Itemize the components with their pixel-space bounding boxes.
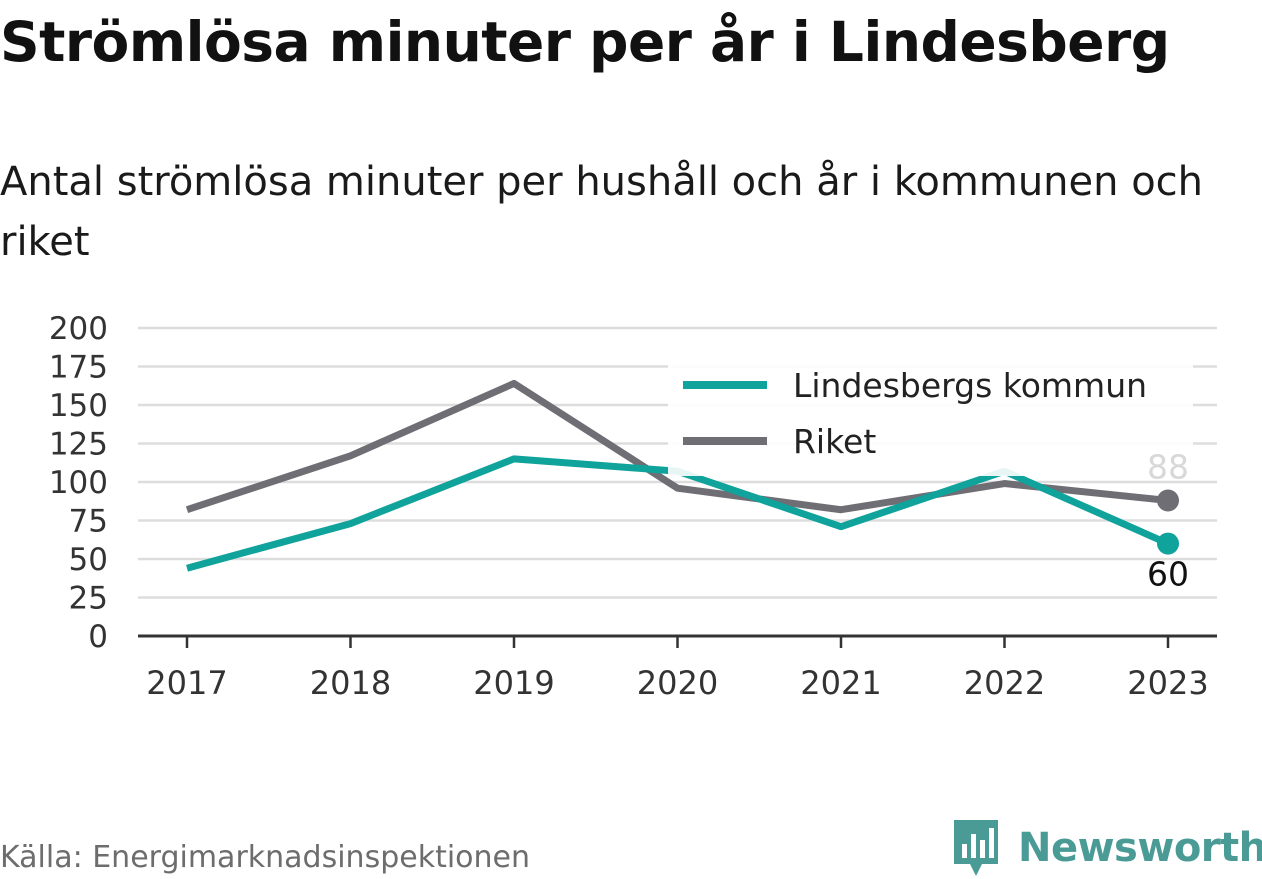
series-end-point-1 bbox=[1157, 489, 1179, 512]
x-tick-label: 2021 bbox=[800, 664, 881, 702]
y-tick-label: 0 bbox=[88, 619, 108, 655]
x-tick-label: 2022 bbox=[964, 664, 1045, 702]
end-labels: 60 88 bbox=[1147, 447, 1189, 593]
y-tick-label: 25 bbox=[69, 581, 108, 617]
legend-background bbox=[668, 358, 1193, 476]
x-tick-label: 2017 bbox=[146, 664, 227, 702]
x-axis-ticks: 2017 2018 2019 2020 2021 2022 2023 bbox=[138, 634, 1217, 702]
y-tick-label: 175 bbox=[49, 350, 108, 386]
newsworthy-logo[interactable]: Newsworthy bbox=[952, 818, 1262, 878]
y-tick-label: 125 bbox=[49, 427, 108, 463]
end-value-label: 60 bbox=[1147, 555, 1189, 594]
brand-name: Newsworthy bbox=[1018, 825, 1262, 871]
y-tick-label: 50 bbox=[69, 542, 108, 578]
x-tick-label: 2018 bbox=[310, 664, 391, 702]
series-end-point-0 bbox=[1157, 532, 1179, 555]
y-tick-label: 75 bbox=[69, 504, 108, 540]
legend-label: Riket bbox=[793, 422, 876, 461]
y-tick-label: 150 bbox=[49, 388, 108, 424]
x-tick-label: 2023 bbox=[1127, 664, 1208, 702]
x-tick-label: 2019 bbox=[473, 664, 554, 702]
legend-label: Lindesbergs kommun bbox=[793, 366, 1147, 405]
chart-title: Strömlösa minuter per år i Lindesberg bbox=[0, 10, 1170, 74]
y-tick-label: 200 bbox=[49, 311, 108, 347]
x-tick-label: 2020 bbox=[637, 664, 718, 702]
y-tick-label: 100 bbox=[49, 465, 108, 501]
source-note: Källa: Energimarknadsinspektionen bbox=[0, 840, 531, 875]
end-value-label: 88 bbox=[1147, 447, 1189, 486]
newsworthy-logo-icon bbox=[954, 820, 998, 876]
chart-subtitle: Antal strömlösa minuter per hushåll och … bbox=[0, 159, 1204, 265]
series-line-1 bbox=[185, 379, 1169, 514]
legend: Lindesbergs kommun Riket bbox=[668, 358, 1193, 476]
